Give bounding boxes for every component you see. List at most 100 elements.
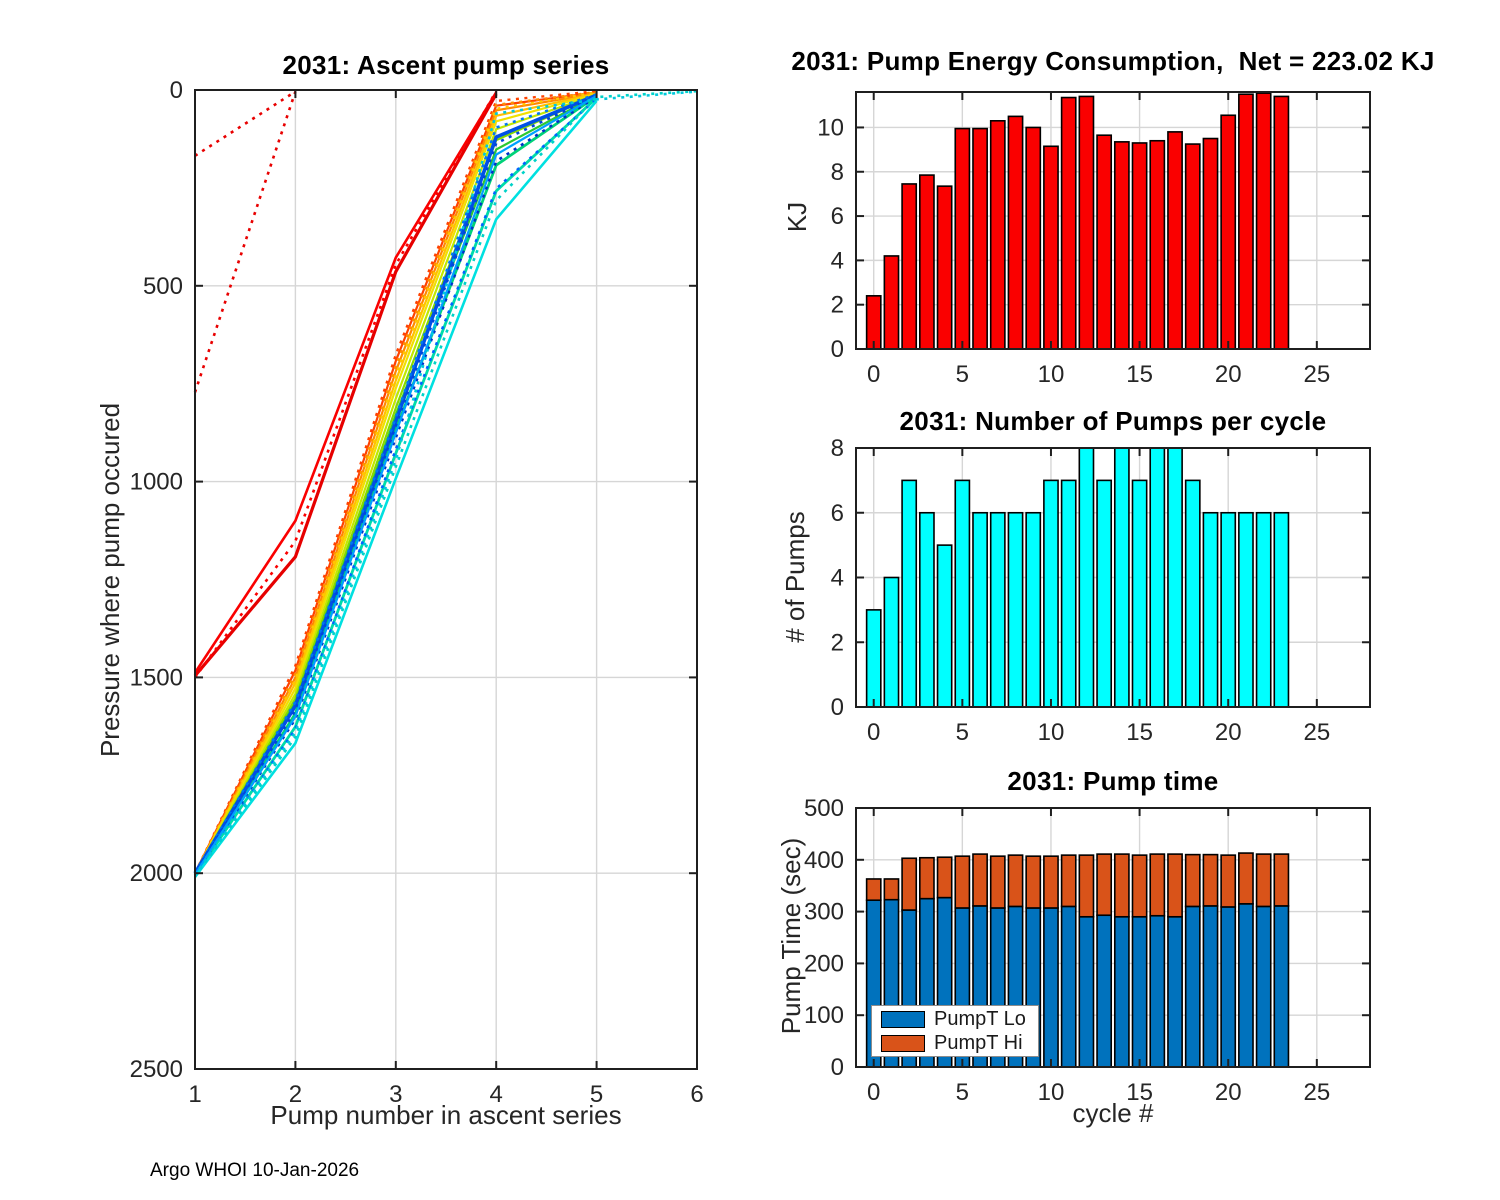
bar-pumps [1184, 479, 1201, 708]
x-tick-label: 5 [590, 1081, 603, 1108]
bar-segment-time [1113, 853, 1130, 918]
bar-segment-time [1149, 914, 1166, 1068]
y-tick-label: 1500 [130, 664, 183, 691]
pumps-ylabel: # of Pumps [780, 511, 810, 643]
bar-pumps [936, 544, 953, 708]
y-tick-label: 0 [831, 694, 844, 721]
x-tick-label: 0 [867, 719, 880, 746]
time-chart-title: 2031: Pump time [1007, 766, 1219, 796]
bar-segment-time [1184, 905, 1201, 1068]
bar-segment-time [1202, 905, 1219, 1068]
bar-pumps [1007, 511, 1024, 708]
bar-segment-time [1043, 855, 1059, 909]
bar-segment-time [1131, 854, 1148, 918]
legend-entry-pumpt-lo: PumpT Lo [872, 1009, 1038, 1029]
bar-segment-time [1078, 915, 1095, 1068]
x-tick-label: 20 [1215, 719, 1242, 746]
bar-pumps [919, 511, 935, 708]
time-ylabel: Pump Time (sec) [776, 837, 806, 1035]
ascent-ylabel: Pressure where pump occured [95, 402, 125, 758]
bar-energy [936, 185, 953, 350]
bar-pumps [1131, 479, 1148, 708]
legend-entry-pumpt-hi: PumpT Hi [872, 1033, 1038, 1053]
legend-swatch-pumpt-hi [881, 1034, 925, 1052]
bar-energy [919, 174, 935, 350]
y-tick-label: 6 [831, 203, 844, 230]
pumps-chart-title: 2031: Number of Pumps per cycle [899, 406, 1327, 436]
ascent-plot-title: 2031: Ascent pump series [282, 50, 610, 80]
ascent-series-line [193, 90, 698, 877]
bar-energy [1149, 139, 1166, 350]
bar-pumps [1025, 511, 1042, 708]
bar-pumps [1273, 511, 1290, 708]
ascent-series-line [193, 91, 297, 393]
bar-pumps [883, 576, 900, 708]
bar-pumps [1060, 479, 1077, 708]
ascent-series-line [193, 93, 598, 874]
legend-label-pumpt-lo: PumpT Lo [934, 1008, 1026, 1030]
ascent-series-line [193, 93, 498, 677]
ascent-series-line [194, 90, 297, 157]
y-tick-label: 2 [831, 629, 844, 656]
ascent-chart: 1 2 3 4 5 6 0 500 1000 1500 2000 2500 [130, 77, 704, 1108]
bar-segment-time [936, 856, 953, 899]
bar-segment-time [972, 853, 988, 907]
y-tick-label: 0 [831, 1054, 844, 1081]
bar-energy [972, 127, 988, 350]
bar-energy [1025, 126, 1042, 350]
bar-pumps [1078, 447, 1095, 708]
bar-segment-time [1167, 853, 1183, 918]
bar-pumps [865, 609, 882, 708]
bar-pumps [901, 479, 918, 708]
bar-segment-time [901, 857, 918, 911]
x-tick-label: 0 [867, 1079, 880, 1106]
bar-segment-time [1007, 854, 1024, 908]
y-tick-label: 8 [831, 159, 844, 186]
bar-segment-time [1149, 853, 1166, 917]
ascent-series-line [193, 91, 498, 674]
bar-pumps [1043, 479, 1059, 708]
bar-energy [1007, 115, 1024, 350]
bar-segment-time [1131, 915, 1148, 1068]
bar-energy [1043, 145, 1059, 350]
x-tick-label: 20 [1215, 1079, 1242, 1106]
x-tick-label: 1 [188, 1081, 201, 1108]
x-tick-label: 15 [1126, 719, 1153, 746]
bar-pumps [1096, 479, 1113, 708]
pump-time-legend: PumpT Lo PumpT Hi [871, 1005, 1039, 1057]
ascent-series-line [193, 93, 598, 875]
bar-energy [1255, 92, 1272, 350]
y-tick-label: 200 [804, 950, 844, 977]
x-tick-label: 5 [956, 1079, 969, 1106]
bar-segment-time [1255, 905, 1272, 1068]
x-tick-label: 0 [867, 361, 880, 388]
y-tick-label: 100 [804, 1002, 844, 1029]
energy-chart: 0 5 10 15 20 25 0 2 4 6 8 10 [817, 91, 1371, 388]
y-tick-label: 500 [804, 795, 844, 822]
bar-segment-time [1096, 914, 1113, 1068]
bar-energy [1167, 131, 1183, 350]
x-tick-label: 15 [1126, 361, 1153, 388]
x-tick-label: 3 [389, 1081, 402, 1108]
y-tick-label: 8 [831, 435, 844, 462]
x-tick-label: 25 [1303, 719, 1330, 746]
y-tick-label: 2 [831, 292, 844, 319]
y-tick-label: 500 [143, 273, 183, 300]
bar-pumps [1113, 447, 1130, 708]
bar-energy [1096, 134, 1113, 350]
y-tick-label: 2000 [130, 860, 183, 887]
bar-energy [1220, 114, 1237, 350]
y-tick-label: 10 [817, 114, 844, 141]
time-chart: 0 5 10 15 20 25 0 100 200 300 400 500 [804, 795, 1371, 1106]
ascent-series-line [193, 90, 498, 679]
bar-segment-time [1273, 905, 1290, 1068]
bar-energy [1202, 137, 1219, 350]
time-xlabel: cycle # [1072, 1098, 1154, 1128]
ascent-series-line [194, 92, 597, 874]
axes-box [855, 91, 1371, 350]
x-tick-label: 25 [1303, 1079, 1330, 1106]
bar-segment-time [1202, 853, 1219, 907]
bar-pumps [1238, 511, 1254, 708]
ascent-series-line [193, 89, 597, 874]
